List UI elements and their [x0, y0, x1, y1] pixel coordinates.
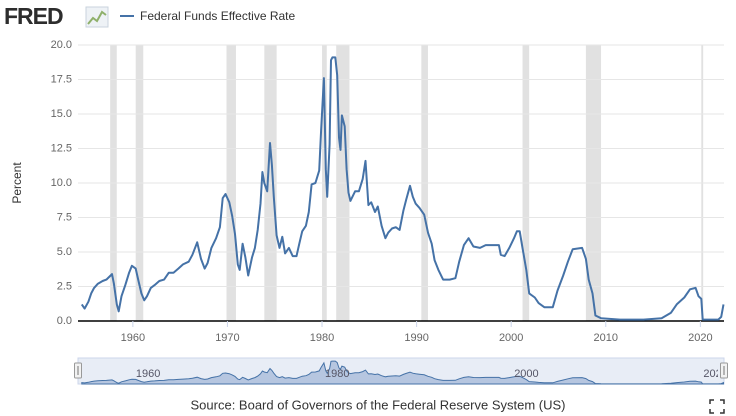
- y-tick-label: 7.5: [57, 211, 72, 223]
- navigator-tick-label: 1980: [325, 368, 349, 380]
- y-tick-label: 5.0: [57, 246, 72, 258]
- x-tick-label: 1980: [310, 332, 334, 344]
- y-tick-label: 17.5: [51, 73, 72, 85]
- navigator-labels: 1960 1980 2000 2020: [136, 368, 727, 380]
- y-tick-label: 2.5: [57, 280, 72, 292]
- source: Source: Board of Governors of the Federa…: [191, 397, 566, 412]
- x-tick-label: 2020: [688, 332, 712, 344]
- navigator-tick-label: 2020: [703, 368, 727, 380]
- y-axis-label: Percent: [10, 162, 24, 204]
- navigator-area: [81, 360, 724, 385]
- legend-label: Federal Funds Effective Rate: [140, 9, 296, 23]
- y-tick-label: 12.5: [51, 142, 72, 154]
- fullscreen-icon[interactable]: [709, 399, 725, 414]
- x-tick-label: 2000: [499, 332, 523, 344]
- navigator-tick-label: 2000: [514, 368, 538, 380]
- logo-icon: [85, 6, 109, 28]
- y-tick-label: 15.0: [51, 108, 72, 120]
- x-tick-label: 1970: [215, 332, 239, 344]
- x-tick-label: 1990: [404, 332, 428, 344]
- y-tick-label: 0.0: [57, 315, 72, 327]
- x-tick-label: 1960: [121, 332, 145, 344]
- series-line: [80, 56, 725, 321]
- navigator-tick-label: 1960: [136, 368, 160, 380]
- y-tick-label: 20.0: [51, 39, 72, 51]
- x-tick-label: 2010: [594, 332, 618, 344]
- y-tick-label: 10.0: [51, 177, 72, 189]
- logo: FRED: [4, 3, 63, 29]
